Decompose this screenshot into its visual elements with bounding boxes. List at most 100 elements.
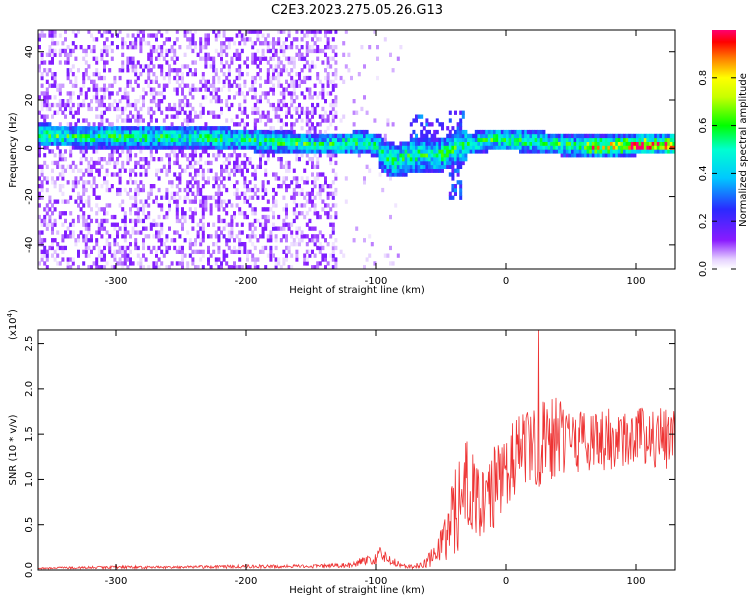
spectrogram-cell <box>329 253 333 258</box>
spectrogram-cell <box>251 253 255 258</box>
spectrogram-cell <box>256 48 260 54</box>
spectrogram-cell <box>183 238 187 243</box>
spectrogram-cell <box>71 41 75 46</box>
spectrogram-cell <box>196 249 200 254</box>
spectrogram-cell <box>641 145 645 150</box>
spectrogram-cell <box>126 145 130 150</box>
spectrogram-cell <box>594 133 598 139</box>
spectrogram-cell <box>303 149 307 154</box>
spectrogram-cell <box>308 29 312 34</box>
spectrogram-cell <box>287 164 291 169</box>
spectrogram-cell <box>53 75 57 81</box>
spectrogram-cell <box>53 29 57 34</box>
spectrogram-cell <box>500 129 504 135</box>
spectrogram-cell <box>220 60 223 65</box>
spectrogram-cell <box>48 102 52 108</box>
spectrogram-cell <box>160 99 164 104</box>
spectrogram-cell <box>448 160 452 166</box>
spectrogram-cell <box>38 184 41 189</box>
spectrogram-cell <box>201 199 205 204</box>
spectrogram-cell <box>58 87 62 92</box>
spectrogram-cell <box>560 133 564 139</box>
spectrogram-cell <box>417 141 421 146</box>
spectrogram-cell <box>183 83 187 88</box>
spectrogram-cell <box>477 133 481 139</box>
spectrogram-cell <box>147 245 151 251</box>
spectrogram-cell <box>298 48 301 54</box>
spectrogram-cell <box>251 45 255 50</box>
spectrogram-cell <box>295 118 299 123</box>
spectrogram-cell <box>329 110 333 115</box>
spectrogram-cell <box>331 106 335 112</box>
spectrogram-cell <box>238 164 242 169</box>
spectrogram-cell <box>178 102 182 108</box>
spectrogram-cell <box>100 234 104 239</box>
spectrogram-cell <box>108 249 112 254</box>
spectrogram-cell <box>66 45 70 50</box>
spectrogram-cell <box>282 52 286 57</box>
spectrogram-cell <box>77 218 80 224</box>
spectrogram-cell <box>591 153 595 158</box>
spectrogram-cell <box>420 160 424 166</box>
spectrogram-cell <box>555 149 559 154</box>
spectrogram-cell <box>404 168 408 173</box>
spectrogram-cell <box>269 230 273 235</box>
spectrogram-cell <box>409 141 413 146</box>
spectrogram-cell <box>168 164 171 169</box>
spectrogram-cell <box>396 164 400 169</box>
spectrogram-cell <box>214 48 218 54</box>
spectrogram-cell <box>134 160 138 166</box>
spectrogram-cell <box>493 141 496 146</box>
spectrogram-cell <box>123 129 127 135</box>
spectrogram-cell <box>142 157 145 162</box>
spectrogram-cell <box>334 83 338 88</box>
spectrogram-cell <box>217 257 221 262</box>
spectrogram-cell <box>389 141 392 146</box>
spectrogram-cell <box>121 207 125 212</box>
spectrogram-cell <box>454 133 457 139</box>
spectrogram-cell <box>662 149 665 154</box>
spectrogram-cell <box>305 106 309 112</box>
spectrogram-cell <box>183 153 187 158</box>
spectrogram-cell <box>448 137 452 142</box>
spectrogram-cell <box>61 184 65 189</box>
spectrogram-cell <box>209 203 213 208</box>
spectrogram-cell <box>472 137 476 142</box>
spectrogram-cell <box>277 176 281 181</box>
spectrogram-cell <box>152 245 156 251</box>
spectrogram-cell <box>363 149 366 154</box>
spectrogram-cell <box>160 133 164 139</box>
spectrogram-cell <box>173 48 177 54</box>
spectrogram-cell <box>191 83 195 88</box>
spectrogram-cell <box>113 149 117 154</box>
spectrogram-cell <box>399 153 403 158</box>
spectrogram-cell <box>43 60 47 65</box>
spectrogram-cell <box>547 149 551 154</box>
spectrogram-cell <box>160 249 164 254</box>
spectrogram-cell <box>378 145 382 150</box>
spectrogram-cell <box>337 141 340 146</box>
spectrogram-cell <box>329 79 333 84</box>
spectrogram-cell <box>144 41 148 46</box>
spectrogram-cell <box>74 137 78 142</box>
spectrogram-cell <box>126 245 130 251</box>
spectrogram-cell <box>181 72 184 77</box>
spectrogram-cell <box>287 226 291 231</box>
spectrogram-cell <box>134 245 138 251</box>
spectrogram-cell <box>183 187 187 193</box>
spectrogram-cell <box>238 207 242 212</box>
spectrogram-cell <box>217 184 221 189</box>
spectrogram-cell <box>53 126 57 131</box>
spectrogram-cell <box>571 133 574 139</box>
spectrogram-cell <box>313 211 317 216</box>
spectrogram-cell <box>269 137 273 142</box>
spectrogram-cell <box>243 95 247 100</box>
spectrogram-cell <box>402 153 405 158</box>
spectrogram-cell <box>259 68 262 73</box>
spectrogram-cell <box>87 87 91 92</box>
spectrogram-cell <box>308 133 312 139</box>
spectrogram-cell <box>183 110 187 115</box>
spectrogram-cell <box>324 203 327 208</box>
spectrogram-cell <box>196 187 200 193</box>
spectrogram-cell <box>321 184 325 189</box>
